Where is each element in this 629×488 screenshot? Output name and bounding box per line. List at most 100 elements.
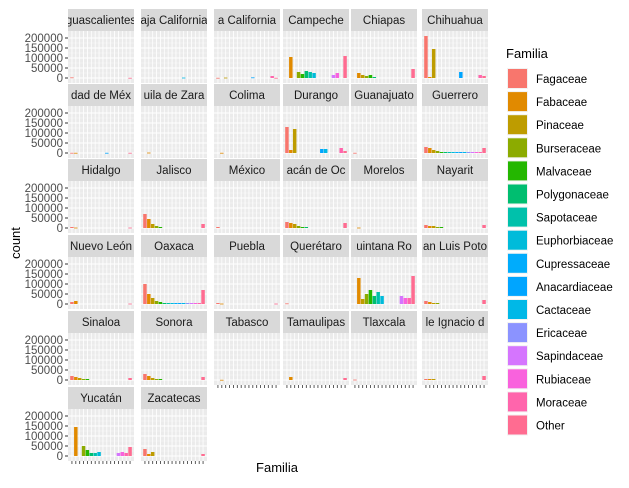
y-tick-label: 100000 <box>25 53 63 65</box>
facet-strip-label: Colima <box>229 90 265 102</box>
panel-background <box>351 333 417 385</box>
y-tick-label: 150000 <box>25 43 63 55</box>
y-tick-label: 50000 <box>31 365 63 377</box>
legend-label: Polygonaceae <box>536 190 609 202</box>
bar <box>154 301 159 304</box>
bar <box>143 284 147 304</box>
bar <box>482 376 486 380</box>
panel-background <box>214 31 280 83</box>
panel-background <box>422 31 488 83</box>
bar <box>143 214 147 228</box>
bar <box>312 73 316 78</box>
bar <box>220 303 224 305</box>
facet-strip <box>141 9 207 31</box>
facet-strip-label: Chihuahua <box>427 15 483 27</box>
facet-strip <box>68 159 134 181</box>
legend-label: Cactaceae <box>536 305 591 317</box>
facet-strip-label: a California <box>218 15 277 27</box>
bar <box>147 454 151 456</box>
facet-strip-label: an Luis Poto <box>423 241 487 253</box>
facet-strip-label: uila de Zara <box>144 90 205 102</box>
bar <box>89 453 94 456</box>
legend-label: Moraceae <box>536 397 587 409</box>
bar <box>431 150 436 153</box>
panel-background <box>422 106 488 158</box>
legend-key <box>508 115 527 135</box>
facet-strip <box>351 159 417 181</box>
legend-key <box>508 138 527 158</box>
bar <box>466 152 471 153</box>
facet-panel: Querétaro <box>283 235 349 309</box>
facet-panel: Campeche <box>283 9 349 83</box>
legend-label: Ericaceae <box>536 328 587 340</box>
bar <box>459 152 463 153</box>
bar <box>197 303 201 304</box>
panel-background <box>283 181 349 233</box>
facet-strip-label: México <box>229 165 265 177</box>
bar <box>158 379 163 380</box>
facet-strip <box>141 311 207 333</box>
facet-strip-label: Puebla <box>229 241 265 253</box>
bar <box>431 226 436 228</box>
panel-background <box>141 181 207 233</box>
y-tick-label: 100000 <box>25 203 63 215</box>
facet-strip <box>422 159 488 181</box>
bar <box>364 294 369 304</box>
y-tick-label: 150000 <box>25 193 63 205</box>
bar <box>482 76 486 78</box>
bar <box>470 152 475 153</box>
facet-strip <box>214 9 280 31</box>
panel-background <box>141 257 207 309</box>
bar <box>300 227 305 228</box>
bar <box>274 77 278 79</box>
panel-background <box>68 409 134 461</box>
bar <box>376 292 380 304</box>
bar <box>70 376 74 380</box>
bar <box>403 298 408 304</box>
facet-strip-label: Sinaloa <box>82 317 121 329</box>
bar <box>70 152 74 154</box>
bar <box>360 299 365 304</box>
facet-strip-label: Hidalgo <box>82 165 121 177</box>
bar <box>343 56 347 78</box>
legend: Familia Fagaceae Fabaceae Pinaceae Burserace… <box>506 46 613 436</box>
legend-label: Euphorbiaceae <box>536 236 613 248</box>
bar <box>304 227 309 228</box>
facet-panel: Zacatecas <box>141 387 207 464</box>
facet-strip <box>141 159 207 181</box>
bar <box>399 296 404 304</box>
facet-panel: Puebla <box>214 235 280 309</box>
bar <box>343 151 347 153</box>
legend-label: Sapotaceae <box>536 213 597 225</box>
bar <box>411 69 415 78</box>
panel-background <box>141 409 207 461</box>
panel-background <box>141 106 207 158</box>
bar <box>128 378 132 380</box>
panel-background <box>422 181 488 233</box>
bar <box>74 301 78 304</box>
bar <box>474 152 479 153</box>
facet-strip-label: aja California <box>140 15 208 27</box>
bar <box>120 452 125 456</box>
bar <box>150 224 155 228</box>
bar <box>459 72 463 78</box>
legend-label: Cupressaceae <box>536 259 610 271</box>
bar <box>201 454 205 456</box>
facet-strip-label: Chiapas <box>363 15 405 27</box>
y-tick-label: 200000 <box>25 108 63 120</box>
bar <box>150 378 155 380</box>
bar <box>154 226 159 228</box>
bar <box>147 294 151 304</box>
y-tick-label: 50000 <box>31 213 63 225</box>
facet-strip-label: Tamaulipas <box>287 317 345 329</box>
facet-panel: uila de Zara <box>141 84 207 158</box>
legend-label: Other <box>536 421 565 433</box>
x-axis-title: Familia <box>256 460 299 475</box>
bar <box>435 227 440 228</box>
bar <box>451 152 455 153</box>
y-tick-label: 100000 <box>25 355 63 367</box>
y-tick-label: 200000 <box>25 183 63 195</box>
panel-background <box>351 31 417 83</box>
facet-panel: a California <box>214 9 280 83</box>
